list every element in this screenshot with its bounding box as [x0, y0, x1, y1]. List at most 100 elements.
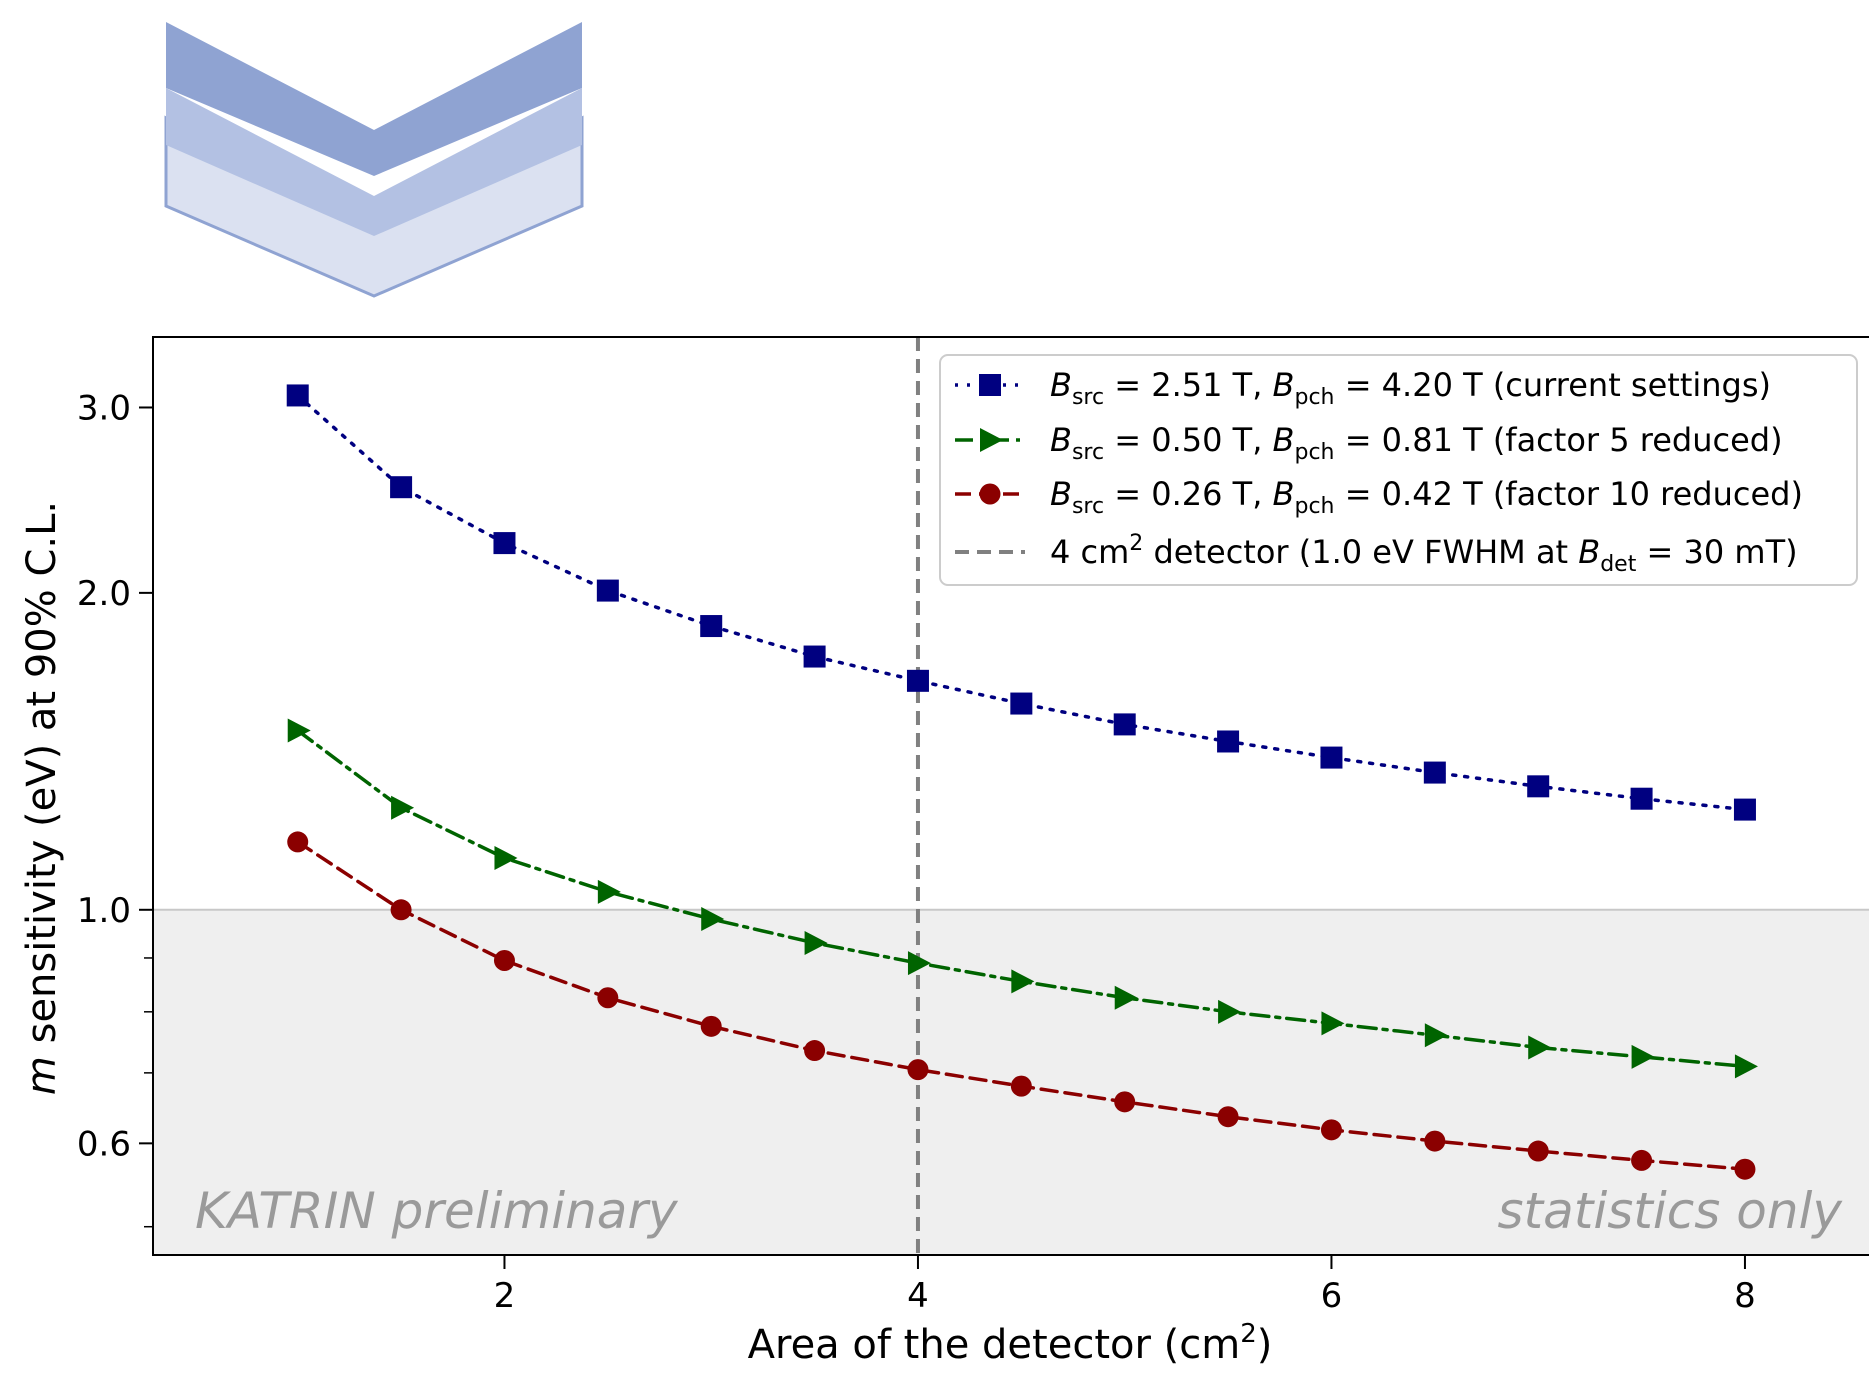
data-point — [1631, 1044, 1655, 1069]
x-axis-label: Area of the detector (cm2) — [748, 1319, 1273, 1368]
data-point — [1528, 1035, 1552, 1060]
data-point — [1631, 1149, 1653, 1171]
series-line — [295, 393, 1747, 812]
data-point — [907, 1059, 929, 1081]
legend-swatch-marker — [979, 483, 1001, 505]
legend-label-mid2: = 0.81 T (factor 5 reduced) — [1335, 421, 1783, 459]
legend-entries: Bsrc = 2.51 T, Bpch = 4.20 T (current se… — [955, 366, 1803, 519]
data-point — [701, 907, 725, 932]
x-tick-label: 8 — [1734, 1276, 1756, 1316]
data-point — [1424, 1130, 1446, 1152]
data-point — [803, 645, 826, 668]
data-point — [1423, 761, 1446, 784]
legend-entry-3: Bsrc = 0.26 T, Bpch = 0.42 T (factor 10 … — [955, 475, 1803, 519]
series-line — [295, 728, 1747, 1069]
y-tick-label: 0.6 — [77, 1124, 131, 1164]
legend-label-mid1: = 2.51 T, — [1104, 366, 1272, 404]
legend-label: Bsrc = 2.51 T, Bpch = 4.20 T (current se… — [1050, 366, 1771, 410]
legend-label-pre: B — [1050, 475, 1072, 513]
legend-label-pre: B — [1050, 421, 1072, 459]
legend-label-pre: B — [1050, 366, 1072, 404]
legend-label-detector: 4 cm2 detector (1.0 eV FWHM at Bdet = 30… — [1050, 531, 1798, 577]
data-point — [1011, 969, 1035, 994]
legend-entry-detector: 4 cm2 detector (1.0 eV FWHM at Bdet = 30… — [955, 531, 1798, 577]
watermark-right: statistics only — [1497, 1182, 1843, 1240]
data-point — [1630, 787, 1653, 810]
y-axis-label-rest: sensitivity (eV) at 90% C.L. — [19, 501, 65, 1056]
data-point — [1218, 999, 1242, 1024]
data-point — [1010, 692, 1033, 715]
legend-label-mid2: = 0.42 T (factor 10 reduced) — [1335, 475, 1803, 513]
legend-label-mid1: = 0.50 T, — [1104, 421, 1272, 459]
data-point — [1113, 713, 1136, 736]
legend-label-sub2: pch — [1295, 494, 1335, 519]
legend-label-sub: src — [1072, 385, 1104, 410]
data-point — [494, 845, 518, 870]
data-point — [1217, 730, 1240, 753]
legend-detector-d: = 30 mT) — [1636, 533, 1797, 571]
data-point — [1527, 775, 1550, 798]
legend-label: Bsrc = 0.50 T, Bpch = 0.81 T (factor 5 r… — [1050, 421, 1783, 465]
data-point — [804, 1040, 826, 1062]
watermark-left: KATRIN preliminary — [195, 1182, 679, 1240]
data-point — [1321, 1011, 1345, 1036]
y-tick-label: 3.0 — [77, 388, 131, 428]
x-tick-label: 4 — [907, 1276, 929, 1316]
legend-detector-sup: 2 — [1129, 531, 1143, 556]
data-point — [596, 579, 619, 602]
x-axis: 2 4 6 8 — [494, 1255, 1756, 1316]
legend-label-sub: src — [1072, 440, 1104, 465]
y-tick-label: 1.0 — [77, 891, 131, 931]
legend-swatch-marker — [979, 374, 1001, 396]
y-axis: 0.6 1.0 2.0 3.0 — [77, 388, 153, 1228]
legend-detector-a: 4 cm — [1050, 533, 1129, 571]
data-point — [493, 532, 516, 555]
x-axis-label-main: Area of the detector (cm — [748, 1322, 1241, 1368]
legend-label-sub2: pch — [1295, 440, 1335, 465]
legend-label-sub: src — [1072, 494, 1104, 519]
data-point — [906, 669, 929, 692]
x-tick-label: 2 — [494, 1276, 516, 1316]
data-point — [1733, 798, 1756, 821]
legend-label: Bsrc = 0.26 T, Bpch = 0.42 T (factor 10 … — [1050, 475, 1803, 519]
series-1 — [286, 384, 1756, 821]
y-axis-label-italic: m — [19, 1056, 65, 1095]
data-point — [1734, 1158, 1756, 1180]
data-point — [597, 879, 621, 904]
logo-band-mid — [166, 88, 582, 236]
data-point — [1010, 1075, 1032, 1097]
data-point — [287, 718, 311, 743]
legend: Bsrc = 2.51 T, Bpch = 4.20 T (current se… — [939, 354, 1858, 586]
katrin-logo — [164, 22, 584, 298]
legend-detector-sub: det — [1600, 552, 1637, 577]
legend-label-mid2: = 4.20 T (current settings) — [1335, 366, 1771, 404]
legend-label-pre2: B — [1273, 421, 1295, 459]
data-point — [390, 899, 412, 921]
legend-detector-b: detector (1.0 eV FWHM at — [1143, 533, 1578, 571]
y-axis-label: m sensitivity (eV) at 90% C.L. — [19, 501, 65, 1095]
data-point — [1424, 1023, 1448, 1048]
data-point — [597, 987, 619, 1009]
legend-box — [939, 354, 1858, 586]
data-point — [907, 951, 931, 976]
series-layer — [286, 384, 1758, 1180]
legend-entry-1: Bsrc = 2.51 T, Bpch = 4.20 T (current se… — [955, 366, 1771, 410]
data-point — [1114, 985, 1138, 1010]
x-axis-label-sup: 2 — [1240, 1319, 1257, 1349]
legend-swatch-marker — [980, 428, 1003, 452]
plot-frame — [152, 336, 1869, 1256]
data-point — [700, 1015, 722, 1037]
y-tick-label: 2.0 — [77, 574, 131, 614]
plot-area — [152, 336, 1869, 1256]
logo-band-dark — [166, 22, 582, 176]
data-point — [1320, 746, 1343, 769]
data-point — [1320, 1119, 1342, 1141]
data-point — [1114, 1091, 1136, 1113]
data-point — [493, 950, 515, 972]
x-axis-label-end: ) — [1257, 1322, 1273, 1368]
x-tick-label: 6 — [1321, 1276, 1343, 1316]
data-point — [1217, 1106, 1239, 1128]
series-3 — [287, 831, 1756, 1180]
data-point — [1734, 1054, 1758, 1079]
